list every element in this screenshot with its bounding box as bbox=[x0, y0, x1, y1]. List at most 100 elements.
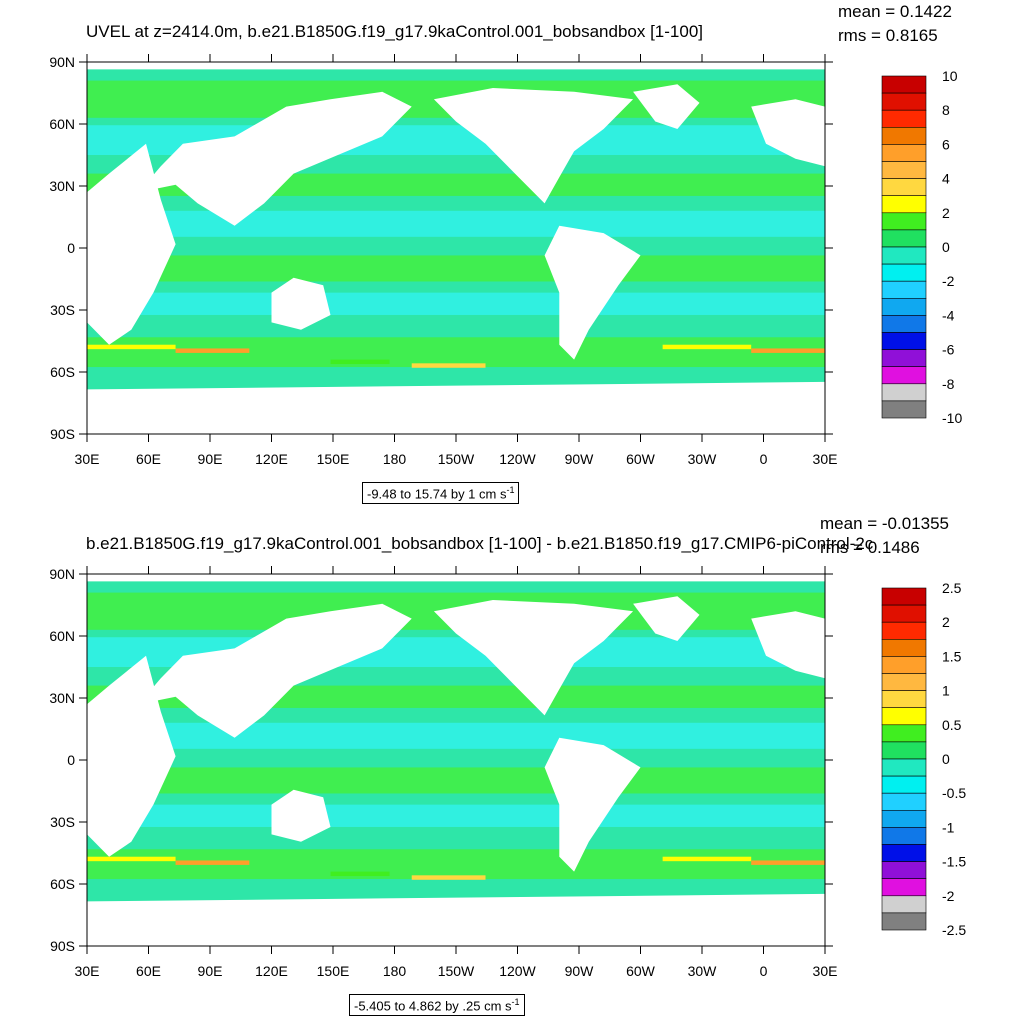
lat-label: 30N bbox=[49, 690, 75, 706]
current-streak bbox=[662, 344, 752, 350]
colorbar-segment bbox=[881, 195, 927, 214]
lon-label: 60E bbox=[136, 963, 161, 979]
mean-label: mean = -0.01355 bbox=[820, 514, 950, 533]
lon-label: 60W bbox=[626, 451, 656, 467]
colorbar-label: 0.5 bbox=[942, 717, 962, 733]
colorbar-segment bbox=[881, 127, 927, 145]
colorbar-segment bbox=[881, 912, 927, 931]
colorbar-segment bbox=[881, 621, 927, 640]
land-mask bbox=[87, 655, 176, 857]
land-mask bbox=[87, 143, 176, 345]
colorbar-label: -6 bbox=[942, 342, 955, 358]
land-mask bbox=[138, 603, 412, 738]
colorbar-label: 1.5 bbox=[942, 648, 962, 664]
lat-label: 90N bbox=[49, 54, 75, 70]
colorbar-label: 10 bbox=[942, 68, 958, 84]
lon-label: 30E bbox=[75, 963, 100, 979]
land-mask bbox=[138, 91, 412, 226]
colorbar-segment bbox=[881, 861, 927, 880]
colorbar-label: -1 bbox=[942, 819, 955, 835]
colorbar-segment bbox=[881, 400, 927, 419]
lat-label: 30N bbox=[49, 178, 75, 194]
land-mask bbox=[633, 84, 700, 129]
contour-info-box: -9.48 to 15.74 by 1 cm s-1 bbox=[362, 482, 520, 505]
colorbar-label: -8 bbox=[942, 376, 955, 392]
land-mask bbox=[751, 99, 825, 167]
colorbar-segment bbox=[881, 92, 927, 111]
lon-label: 30E bbox=[813, 963, 838, 979]
lon-label: 0 bbox=[760, 451, 768, 467]
colorbar-segment bbox=[881, 809, 927, 828]
rms-label: rms = 0.1486 bbox=[820, 538, 920, 557]
ocean-band bbox=[87, 804, 825, 827]
land-mask bbox=[633, 596, 700, 641]
colorbar-segment bbox=[881, 878, 927, 897]
lon-label: 30W bbox=[688, 963, 718, 979]
ocean-field bbox=[87, 62, 825, 434]
colorbar-segment bbox=[881, 827, 927, 845]
colorbar-segment bbox=[881, 349, 927, 368]
current-streak bbox=[330, 871, 390, 877]
land-mask bbox=[87, 62, 825, 70]
colorbar-label: 8 bbox=[942, 102, 950, 118]
lon-label: 30E bbox=[813, 451, 838, 467]
colorbar-segment bbox=[881, 332, 927, 350]
colorbar-segment bbox=[881, 844, 927, 862]
colorbar-segment bbox=[881, 690, 927, 709]
colorbar-segment bbox=[881, 383, 927, 402]
colorbar-segment bbox=[881, 263, 927, 282]
lon-label: 180 bbox=[383, 451, 407, 467]
land-mask bbox=[751, 611, 825, 679]
colorbar-label: -2 bbox=[942, 888, 955, 904]
colorbar-segment bbox=[881, 246, 927, 265]
lon-label: 30E bbox=[75, 451, 100, 467]
lat-label: 30S bbox=[50, 814, 75, 830]
current-streak bbox=[175, 860, 250, 865]
panel-uvel: UVEL at z=2414.0m, b.e21.B1850G.f19_g17.… bbox=[49, 2, 962, 505]
contour-info-text: -9.48 to 15.74 by 1 cm s bbox=[367, 486, 507, 502]
mean-label: mean = 0.1422 bbox=[838, 2, 952, 21]
rms-label: rms = 0.8165 bbox=[838, 26, 938, 45]
colorbar-segment bbox=[881, 724, 927, 743]
ocean-band bbox=[87, 767, 825, 794]
contour-info-text: -5.405 to 4.862 by .25 cm s bbox=[354, 998, 512, 1014]
panel-difference: b.e21.B1850G.f19_g17.9kaControl.001_bobs… bbox=[0, 512, 1024, 1024]
colorbar-label: 6 bbox=[942, 136, 950, 152]
lon-label: 180 bbox=[383, 963, 407, 979]
colorbar-segment bbox=[881, 656, 927, 674]
land-mask bbox=[271, 789, 331, 842]
lon-label: 150W bbox=[438, 963, 475, 979]
lon-label: 120E bbox=[255, 963, 288, 979]
lon-label: 0 bbox=[760, 963, 768, 979]
current-streak bbox=[175, 348, 250, 353]
lat-label: 90S bbox=[50, 426, 75, 442]
lon-label: 90W bbox=[565, 451, 595, 467]
lon-label: 60W bbox=[626, 963, 656, 979]
land-mask bbox=[544, 225, 641, 360]
colorbar-label: -4 bbox=[942, 307, 955, 323]
lon-label: 120W bbox=[499, 451, 536, 467]
current-streak bbox=[330, 359, 390, 365]
colorbar-label: 0 bbox=[942, 751, 950, 767]
lat-label: 60N bbox=[49, 628, 75, 644]
ocean-field bbox=[87, 574, 825, 946]
ocean-band bbox=[87, 255, 825, 282]
unit-exponent: -1 bbox=[511, 997, 520, 1007]
colorbar-segment bbox=[881, 792, 927, 811]
colorbar-label: 1 bbox=[942, 683, 950, 699]
colorbar-segment bbox=[881, 297, 927, 316]
current-streak bbox=[87, 344, 176, 350]
plot-title: b.e21.B1850G.f19_g17.9kaControl.001_bobs… bbox=[86, 534, 874, 553]
colorbar-segment bbox=[881, 587, 927, 606]
colorbar-segment bbox=[881, 895, 927, 914]
current-streak bbox=[411, 875, 486, 880]
current-streak bbox=[662, 856, 752, 862]
land-mask bbox=[87, 574, 825, 582]
ocean-band bbox=[87, 722, 825, 749]
colorbar-label: -2.5 bbox=[942, 922, 966, 938]
lat-label: 0 bbox=[67, 752, 75, 768]
lon-label: 60E bbox=[136, 451, 161, 467]
colorbar-label: -2 bbox=[942, 273, 955, 289]
contour-info-box: -5.405 to 4.862 by .25 cm s-1 bbox=[349, 994, 525, 1017]
